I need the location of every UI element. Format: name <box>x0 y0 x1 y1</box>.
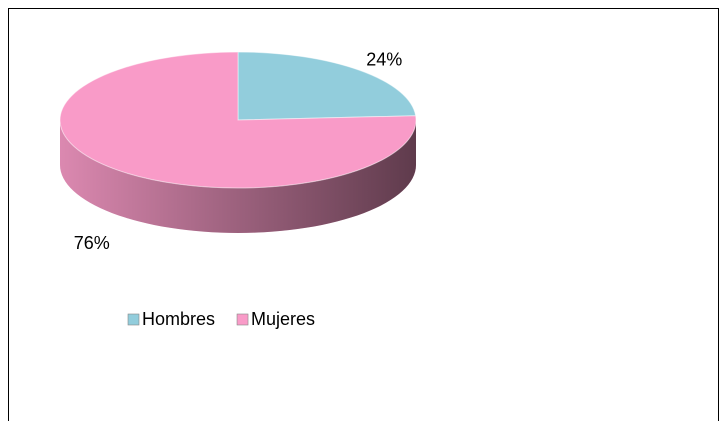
legend-label: Hombres <box>142 309 215 329</box>
data-label: 24% <box>366 49 402 69</box>
pie-slice <box>237 51 417 121</box>
pie-slice <box>59 51 417 189</box>
data-label: 76% <box>74 233 110 253</box>
legend-swatch <box>127 313 140 326</box>
legend-label: Mujeres <box>251 309 315 329</box>
side-shade <box>60 120 416 233</box>
legend-swatch <box>236 313 249 326</box>
